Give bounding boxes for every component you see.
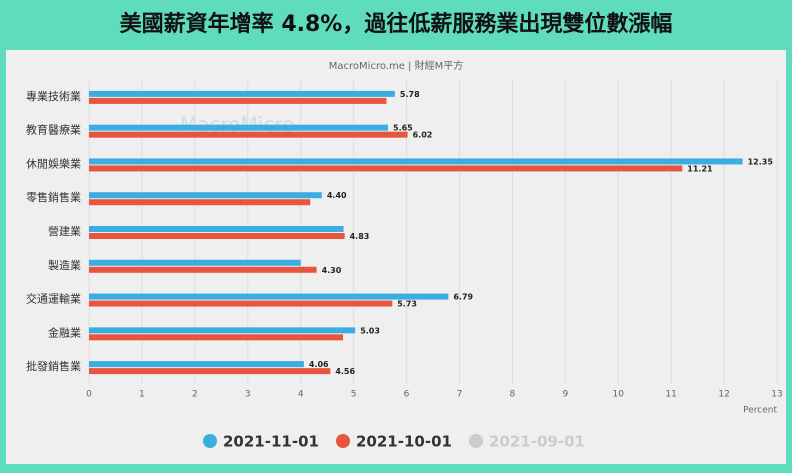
chart-bg: [6, 50, 786, 464]
x-tick-label: 10: [613, 390, 625, 400]
data-label: 6.02: [413, 131, 433, 140]
y-tick-label: 製造業: [48, 258, 81, 272]
chart-title: 美國薪資年增率 4.8%，過往低薪服務業出現雙位數漲幅: [120, 11, 673, 37]
bar: [89, 361, 304, 368]
x-tick-label: 3: [245, 390, 251, 400]
bar: [89, 165, 683, 172]
legend-marker: [203, 434, 217, 448]
x-tick-label: 12: [718, 390, 729, 400]
y-tick-label: 專業技術業: [26, 90, 81, 103]
data-label: 4.56: [335, 367, 355, 376]
x-tick-label: 13: [771, 390, 782, 400]
data-label: 11.21: [687, 164, 713, 173]
y-tick-label: 批發銷售業: [26, 359, 81, 373]
bar: [89, 158, 743, 165]
legend-label: 2021-11-01: [223, 433, 319, 451]
data-label: 4.06: [309, 360, 329, 369]
x-tick-label: 6: [404, 390, 410, 400]
data-label: 4.40: [327, 191, 347, 200]
x-tick-label: 4: [298, 390, 304, 400]
legend-label: 2021-09-01: [489, 433, 585, 451]
bar: [89, 368, 331, 375]
bar: [89, 131, 408, 138]
data-label: 5.78: [400, 90, 420, 99]
x-tick-label: 0: [86, 390, 92, 400]
data-label: 6.79: [453, 293, 473, 302]
bar: [89, 90, 395, 97]
x-tick-label: 8: [510, 390, 516, 400]
x-axis-label: Percent: [743, 406, 777, 416]
x-tick-label: 2: [192, 390, 198, 400]
x-tick-label: 1: [139, 390, 145, 400]
data-label: 12.35: [748, 157, 774, 166]
y-tick-label: 教育醫療業: [26, 123, 81, 137]
bar: [89, 192, 322, 199]
y-tick-label: 營建業: [48, 224, 81, 238]
data-label: 5.03: [360, 326, 380, 335]
x-tick-label: 9: [562, 390, 568, 400]
x-tick-label: 11: [665, 390, 676, 400]
chart-subtitle: MacroMicro.me | 財經M平方: [329, 59, 463, 72]
bar: [89, 300, 393, 307]
bar: [89, 199, 311, 206]
x-tick-label: 7: [457, 390, 463, 400]
bar: [89, 124, 389, 131]
bar: [89, 259, 301, 266]
data-label: 5.65: [393, 124, 413, 133]
data-label: 5.73: [397, 300, 417, 309]
bar: [89, 334, 344, 341]
x-tick-label: 5: [351, 390, 357, 400]
y-tick-label: 交通運輸業: [26, 292, 81, 306]
bar: [89, 266, 317, 273]
bar: [89, 293, 449, 300]
data-label: 4.30: [322, 266, 342, 275]
legend-label: 2021-10-01: [356, 433, 452, 451]
bar: [89, 226, 344, 232]
legend-marker: [469, 434, 483, 448]
bar: [89, 327, 356, 334]
bar: [89, 97, 387, 104]
legend-marker: [336, 434, 350, 448]
data-label: 4.83: [350, 232, 370, 241]
y-tick-label: 零售銷售業: [26, 190, 81, 204]
bar: [89, 233, 345, 239]
y-tick-label: 金融業: [48, 325, 81, 339]
y-tick-label: 休閒娛樂業: [26, 156, 81, 170]
